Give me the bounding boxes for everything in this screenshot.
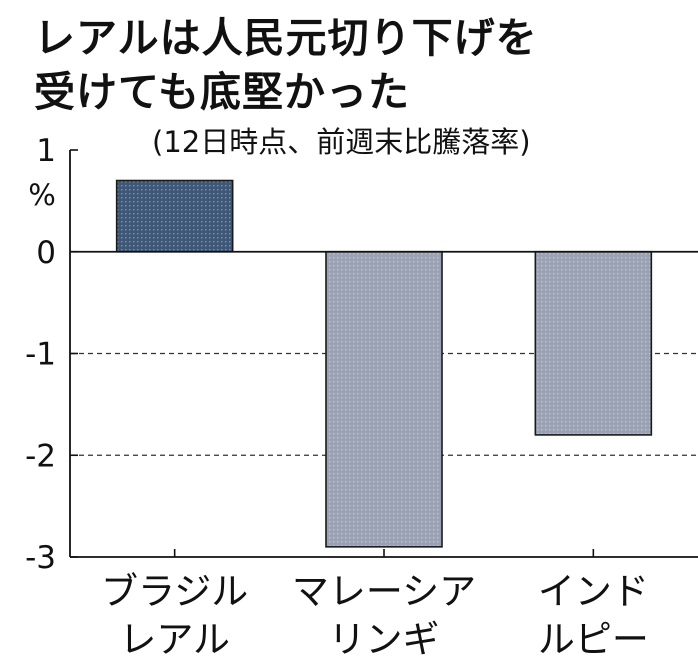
chart-subtitle: (12日時点、前週末比騰落率): [152, 125, 531, 159]
y-tick-label: -3: [25, 540, 56, 576]
y-unit-label: %: [28, 178, 56, 212]
y-tick-label: 1: [36, 133, 56, 169]
chart-title-line-2: 受けても底堅かった: [34, 68, 410, 116]
category-label: リンギ: [329, 618, 440, 661]
category-label: ルピー: [538, 618, 649, 661]
bar-1: [115, 179, 234, 253]
category-label: インド: [538, 570, 649, 613]
y-tick-label: -2: [25, 438, 56, 474]
bar-2: [325, 250, 443, 548]
y-tick-label: 0: [36, 235, 56, 271]
bar-3: [534, 250, 653, 436]
y-tick-label: -1: [25, 337, 56, 373]
category-label: ブラジル: [101, 570, 248, 613]
category-label: レアル: [119, 618, 230, 661]
chart-title-line-1: レアルは人民元切り下げを: [34, 14, 538, 62]
category-label: マレーシア: [292, 570, 476, 613]
